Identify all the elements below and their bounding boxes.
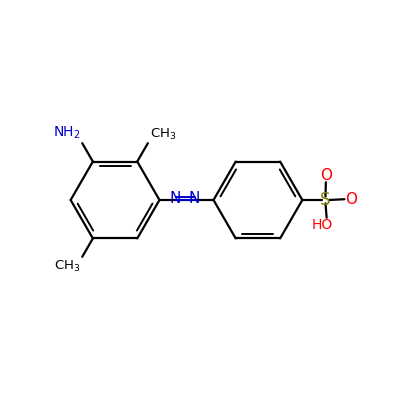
Text: S: S xyxy=(320,191,331,209)
Text: O: O xyxy=(320,168,332,183)
Text: N: N xyxy=(189,191,200,206)
Text: HO: HO xyxy=(311,218,333,232)
Text: CH$_3$: CH$_3$ xyxy=(54,259,80,274)
Text: O: O xyxy=(345,192,357,207)
Text: NH$_2$: NH$_2$ xyxy=(53,125,80,141)
Text: N: N xyxy=(170,191,181,206)
Text: CH$_3$: CH$_3$ xyxy=(150,127,176,142)
